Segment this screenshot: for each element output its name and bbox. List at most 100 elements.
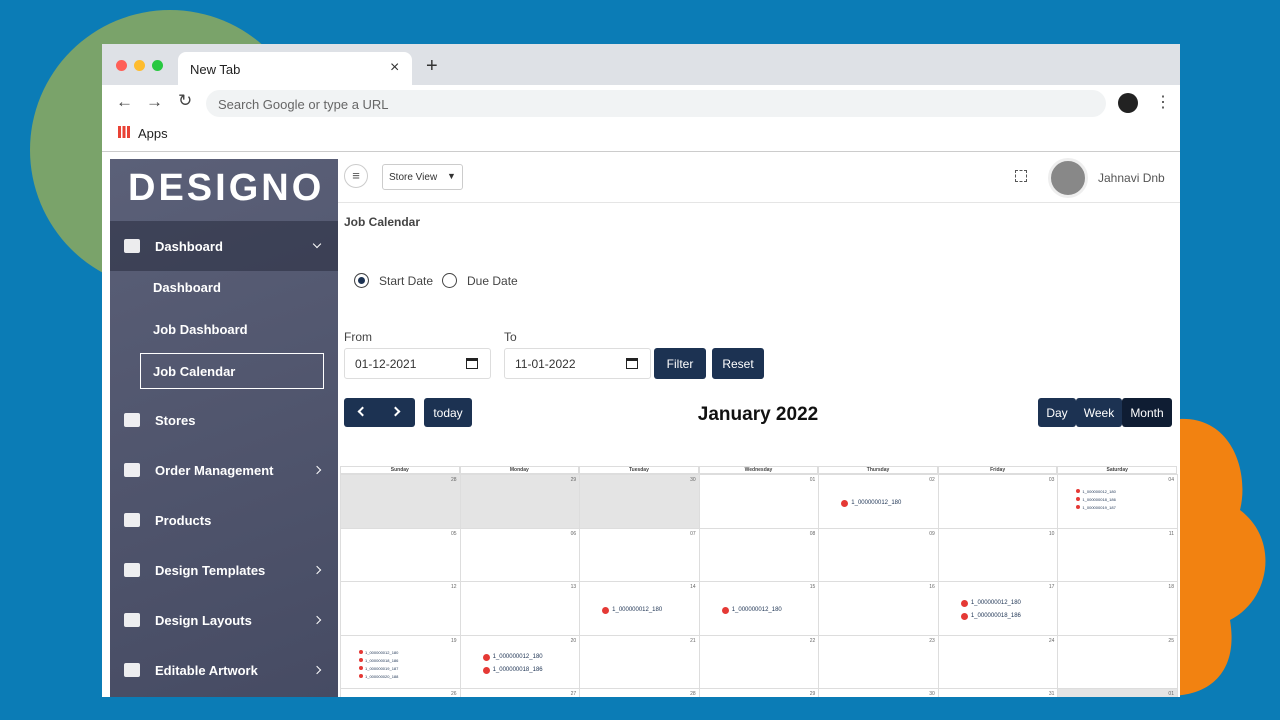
button btn[interactable]: Reset <box>712 348 764 379</box>
event-dot[interactable] <box>1076 505 1081 509</box>
event-dot[interactable] <box>359 666 363 670</box>
menu-item side[interactable]: Dashboard <box>155 239 223 254</box>
day-number: 09 <box>929 531 935 537</box>
day-cell: 28 <box>340 474 461 529</box>
min-dot[interactable] <box>134 60 145 71</box>
date-input[interactable]: 01-12-2021 <box>344 348 491 379</box>
day-number: 28 <box>451 477 457 483</box>
button btn[interactable]: Filter <box>654 348 706 379</box>
forward[interactable]: → <box>146 92 163 111</box>
event[interactable]: 1_000000012_180 <box>731 606 782 613</box>
reload[interactable]: ↻ <box>178 91 193 110</box>
event-dot[interactable] <box>359 658 363 662</box>
view-button[interactable]: Day <box>1038 398 1076 427</box>
nav-buttons[interactable] <box>344 398 415 427</box>
date-icon[interactable] <box>626 358 638 369</box>
day-cell: 17 1_000000012_180 1_000000018_186 <box>937 581 1059 636</box>
submenu-item[interactable]: Dashboard <box>153 280 221 295</box>
event-dot[interactable] <box>359 650 363 654</box>
menu-item side[interactable]: Editable Artwork <box>155 663 258 678</box>
event-dot[interactable] <box>482 653 490 661</box>
view-button[interactable]: Month <box>1122 398 1172 427</box>
bookmark[interactable]: Apps <box>138 126 168 141</box>
day-number: 30 <box>929 691 935 697</box>
event[interactable]: 1_000000019_187 <box>365 666 399 671</box>
day-number: 31 <box>1048 691 1055 697</box>
day-cell: 30 <box>579 474 700 529</box>
date-input[interactable]: 11-01-2022 <box>504 348 651 379</box>
event[interactable]: 1_000000018_186 <box>365 658 399 663</box>
close-dot[interactable] <box>116 60 127 71</box>
tab-close[interactable]: × <box>390 59 400 76</box>
event-dot[interactable] <box>721 606 729 614</box>
event-dot[interactable] <box>960 600 968 607</box>
max-dot[interactable] <box>152 60 163 71</box>
radio[interactable] <box>354 273 369 288</box>
menu-item side[interactable]: Stores <box>155 413 196 428</box>
menu-icon <box>124 563 140 577</box>
submenu-item[interactable]: Job Dashboard <box>153 322 248 337</box>
next[interactable] <box>390 406 401 417</box>
back[interactable]: ← <box>116 92 133 111</box>
store-view[interactable]: Store View ▼ <box>382 164 463 190</box>
submenu-item[interactable]: Job Calendar <box>153 364 236 379</box>
menu-icon <box>124 663 140 677</box>
from-label: From <box>344 330 372 344</box>
day-number: 02 <box>929 477 935 483</box>
event[interactable]: 1_000000019_187 <box>1082 505 1116 510</box>
fullscreen[interactable] <box>1015 170 1027 182</box>
avatar[interactable] <box>1048 158 1088 198</box>
event[interactable]: 1_000000018_186 <box>970 613 1021 619</box>
event-dot[interactable] <box>482 666 490 674</box>
selected-box <box>140 353 324 389</box>
radio[interactable] <box>442 273 457 288</box>
weekday: Saturday <box>1057 466 1177 474</box>
new-tab[interactable]: + <box>426 55 438 77</box>
day-cell: 31 <box>937 688 1059 697</box>
prev[interactable] <box>357 406 368 417</box>
day-number: 15 <box>809 584 816 590</box>
event-dot[interactable] <box>841 499 849 507</box>
event-dot[interactable] <box>359 674 363 678</box>
day-cell: 18 <box>1057 581 1178 636</box>
address-bar[interactable]: Search Google or type a URL <box>206 90 1106 117</box>
menu-icon <box>124 239 140 253</box>
event-dot[interactable] <box>602 606 610 614</box>
event[interactable]: 1_000000012_180 <box>851 499 902 506</box>
menu-item side[interactable]: Products <box>155 513 212 528</box>
hamburger[interactable]: ≡ <box>344 164 368 188</box>
day-cell: 21 <box>579 635 700 689</box>
date-value: 11-01-2022 <box>515 357 576 371</box>
event-dot[interactable] <box>1076 497 1081 501</box>
today-button btn[interactable]: today <box>424 398 472 427</box>
event-dot[interactable] <box>960 613 968 620</box>
day-number: 04 <box>1168 477 1174 483</box>
menu[interactable]: ⋮ <box>1155 94 1171 111</box>
menu-item side[interactable]: Design Layouts <box>155 613 252 628</box>
profile-icon[interactable] <box>1118 93 1138 113</box>
day-number: 27 <box>570 691 577 697</box>
day-number: 13 <box>570 584 577 590</box>
event[interactable]: 1_000000012_180 <box>970 600 1021 606</box>
menu-item side[interactable]: Order Management <box>155 463 274 478</box>
event[interactable]: 1_000000012_180 <box>1082 489 1116 494</box>
radio-label[interactable]: Due Date <box>467 274 518 288</box>
event[interactable]: 1_000000012_180 <box>365 650 399 655</box>
menu-item side[interactable]: Design Templates <box>155 563 266 578</box>
day-cell: 05 <box>340 528 461 582</box>
user-name[interactable]: Jahnavi Dnb <box>1098 171 1165 185</box>
event[interactable]: 1_000000012_180 <box>492 653 543 660</box>
day-number: 20 <box>570 638 577 644</box>
day-cell: 29 <box>459 474 581 529</box>
view-button[interactable]: Week <box>1076 398 1122 427</box>
event[interactable]: 1_000000018_186 <box>1082 497 1116 502</box>
event[interactable]: 1_000000018_186 <box>492 666 543 673</box>
event[interactable]: 1_000000012_180 <box>612 606 663 613</box>
tab[interactable]: New Tab × <box>178 52 412 85</box>
day-cell: 13 <box>459 581 581 636</box>
event-dot[interactable] <box>1076 489 1081 493</box>
date-icon[interactable] <box>466 358 478 369</box>
event[interactable]: 1_000000020_188 <box>365 674 399 679</box>
radio-label[interactable]: Start Date <box>379 274 434 288</box>
